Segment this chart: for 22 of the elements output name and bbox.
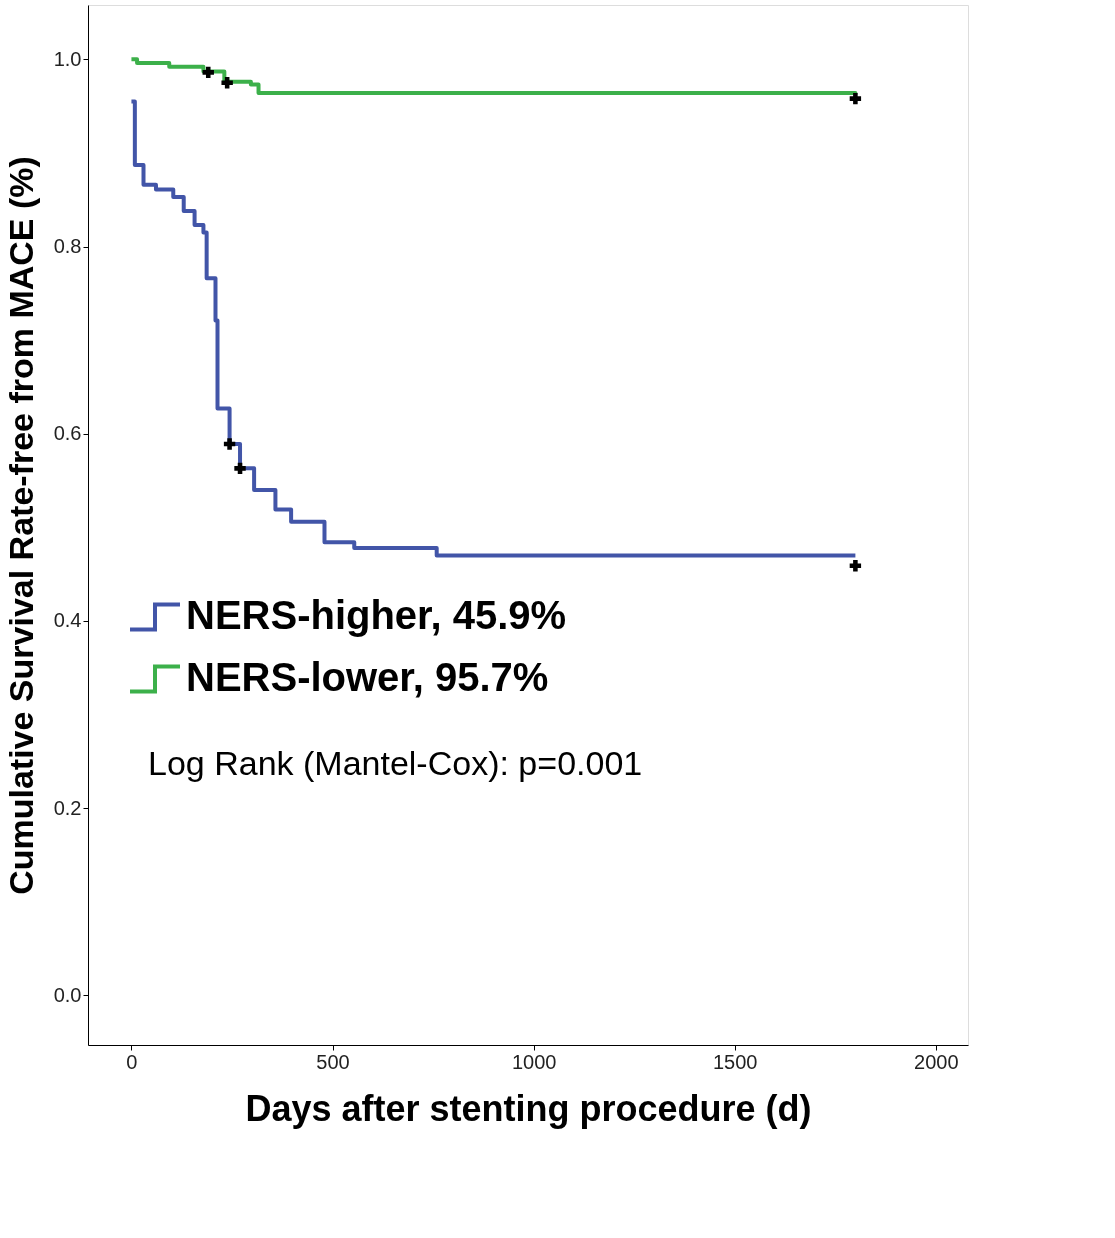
x-tick-label: 0 [126,1050,138,1073]
y-tick-label: 0.2 [53,796,82,819]
x-tick-label: 2000 [914,1050,959,1073]
point [234,462,246,475]
y-tick-label: 0.4 [53,609,82,632]
legend-label: NERS-lower, 95.7% [186,655,549,699]
x-tick-label: 1000 [511,1050,557,1073]
y-tick-label: 0.8 [53,235,82,258]
point [849,92,862,105]
x-tick-label: 500 [316,1050,350,1073]
point [849,560,862,572]
point [221,76,233,89]
y-axis-title: Cumulative Survival Rate-free from MACE (%) [1,156,40,895]
annotation: Log Rank (Mantel-Cox): p=0.001 [148,744,643,782]
y-tick-label: 0.6 [53,422,82,445]
x-axis-title: Days after stenting procedure (d) [245,1087,812,1129]
x-tick-label: 1500 [712,1050,758,1073]
point [223,438,236,450]
y-tick-label: 0.0 [53,983,82,1006]
y-tick-label: 1.0 [53,47,82,70]
legend-label: NERS-higher, 45.9% [186,593,567,637]
point [202,66,214,79]
